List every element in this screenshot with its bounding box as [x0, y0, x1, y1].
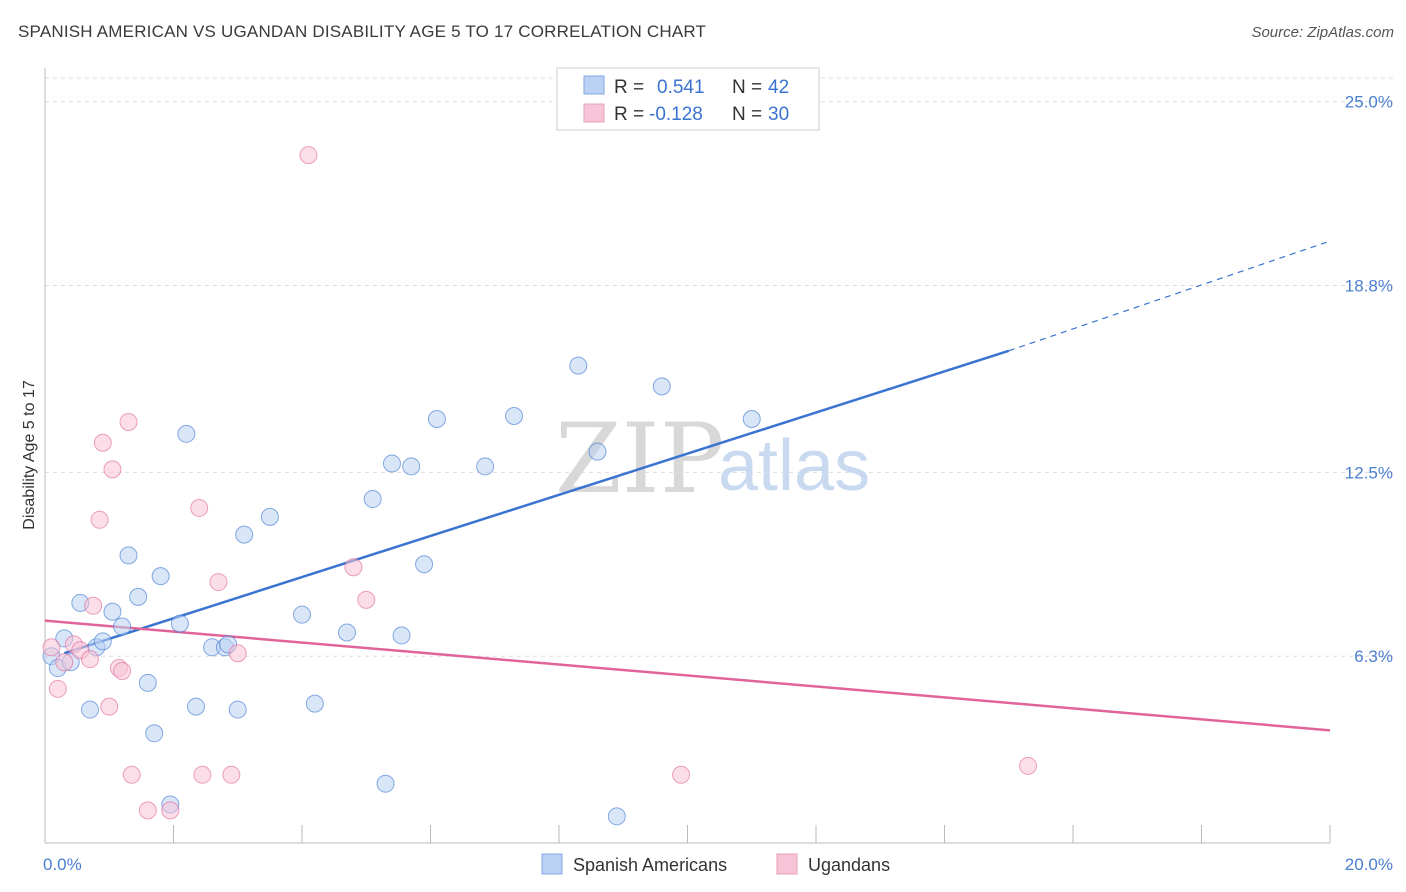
data-point-pink: [48, 679, 67, 698]
chart-title: SPANISH AMERICAN VS UGANDAN DISABILITY A…: [18, 22, 707, 41]
data-point-pink: [209, 573, 228, 592]
data-point-blue: [151, 567, 170, 586]
data-point-blue: [305, 694, 324, 713]
data-point-pink: [113, 662, 132, 681]
legend-r-value-pink: -0.128: [649, 104, 703, 125]
data-point-pink: [103, 460, 122, 479]
data-point-pink: [190, 498, 209, 517]
trend-lines: [44, 240, 1331, 732]
data-point-blue: [80, 700, 99, 719]
series-legend-swatch-blue: [541, 853, 563, 875]
data-point-blue: [382, 454, 401, 473]
watermark-zip: ZIP: [555, 403, 724, 515]
data-point-blue: [476, 457, 495, 476]
data-point-blue: [607, 807, 626, 826]
data-point-blue: [177, 424, 196, 443]
legend-n-label-pink: N =: [732, 104, 762, 125]
series-legend-swatch-pink: [776, 853, 798, 875]
tick-labels: 6.3% 12.5% 18.8% 25.0% 0.0% 20.0%: [43, 93, 1393, 874]
data-point-blue: [427, 409, 446, 428]
data-point-pink: [122, 765, 141, 784]
data-point-blue: [93, 632, 112, 651]
data-point-blue: [742, 409, 761, 428]
y-tick-label: 18.8%: [1345, 277, 1393, 296]
data-point-blue: [363, 490, 382, 509]
y-tick-label: 6.3%: [1354, 647, 1393, 666]
data-point-pink: [93, 433, 112, 452]
data-point-pink: [344, 558, 363, 577]
data-point-pink: [100, 697, 119, 716]
data-point-blue: [113, 617, 132, 636]
legend-r-value-blue: 0.541: [657, 77, 705, 98]
legend-n-value-pink: 30: [768, 104, 789, 125]
data-point-pink: [1019, 756, 1038, 775]
y-tick-label: 12.5%: [1345, 463, 1393, 482]
data-point-pink: [84, 596, 103, 615]
data-point-pink: [119, 412, 138, 431]
data-point-blue: [235, 525, 254, 544]
trend-line-pink: [44, 619, 1331, 732]
data-point-pink: [138, 801, 157, 820]
data-point-blue: [505, 407, 524, 426]
x-tick-label: 0.0%: [43, 855, 82, 874]
data-point-blue: [392, 626, 411, 645]
watermark-atlas: atlas: [718, 426, 870, 506]
data-point-pink: [161, 801, 180, 820]
data-point-blue: [260, 507, 279, 526]
data-point-blue: [170, 614, 189, 633]
correlation-legend: R = 0.541 N = 42 R = -0.128 N = 30: [556, 67, 820, 131]
data-point-blue: [415, 555, 434, 574]
legend-r-label-pink: R =: [614, 104, 644, 125]
data-point-blue: [376, 774, 395, 793]
data-point-pink: [55, 653, 74, 672]
data-point-pink: [80, 650, 99, 669]
source-credit: Source: ZipAtlas.com: [1251, 24, 1394, 41]
trend-line-extension-blue: [1008, 240, 1331, 352]
data-point-blue: [103, 602, 122, 621]
data-point-pink: [357, 590, 376, 609]
legend-swatch-pink: [583, 103, 605, 123]
trend-line-blue: [63, 349, 1010, 655]
data-point-pink: [299, 146, 318, 165]
data-point-pink: [193, 765, 212, 784]
data-point-blue: [186, 697, 205, 716]
y-tick-label: 25.0%: [1345, 93, 1393, 112]
watermark: ZIP atlas: [555, 403, 870, 515]
legend-r-label-blue: R =: [614, 77, 644, 98]
y-axis-title: Disability Age 5 to 17: [21, 380, 38, 530]
legend-swatch-blue: [583, 75, 605, 95]
x-tick-label: 20.0%: [1345, 855, 1393, 874]
data-point-blue: [129, 587, 148, 606]
data-point-pink: [228, 644, 247, 663]
data-point-blue: [337, 623, 356, 642]
data-point-blue: [119, 546, 138, 565]
grid-lines: [45, 77, 1395, 657]
series-legend-label-ugandans: Ugandans: [808, 855, 890, 875]
axes: [44, 68, 1331, 844]
data-point-blue: [402, 457, 421, 476]
series-legend: Spanish Americans Ugandans: [541, 853, 890, 875]
data-point-blue: [138, 673, 157, 692]
data-point-blue: [588, 442, 607, 461]
data-point-pink: [90, 510, 109, 529]
data-point-blue: [293, 605, 311, 624]
legend-n-label-blue: N =: [732, 77, 762, 98]
data-point-blue: [145, 724, 164, 743]
data-point-blue: [569, 356, 588, 375]
data-point-blue: [652, 377, 671, 396]
series-legend-label-spanish-americans: Spanish Americans: [573, 855, 727, 875]
data-point-pink: [222, 765, 241, 784]
data-point-pink: [42, 638, 61, 657]
data-point-blue: [228, 700, 247, 719]
data-point-pink: [672, 765, 691, 784]
legend-n-value-blue: 42: [768, 77, 789, 98]
data-points: [42, 146, 1038, 826]
